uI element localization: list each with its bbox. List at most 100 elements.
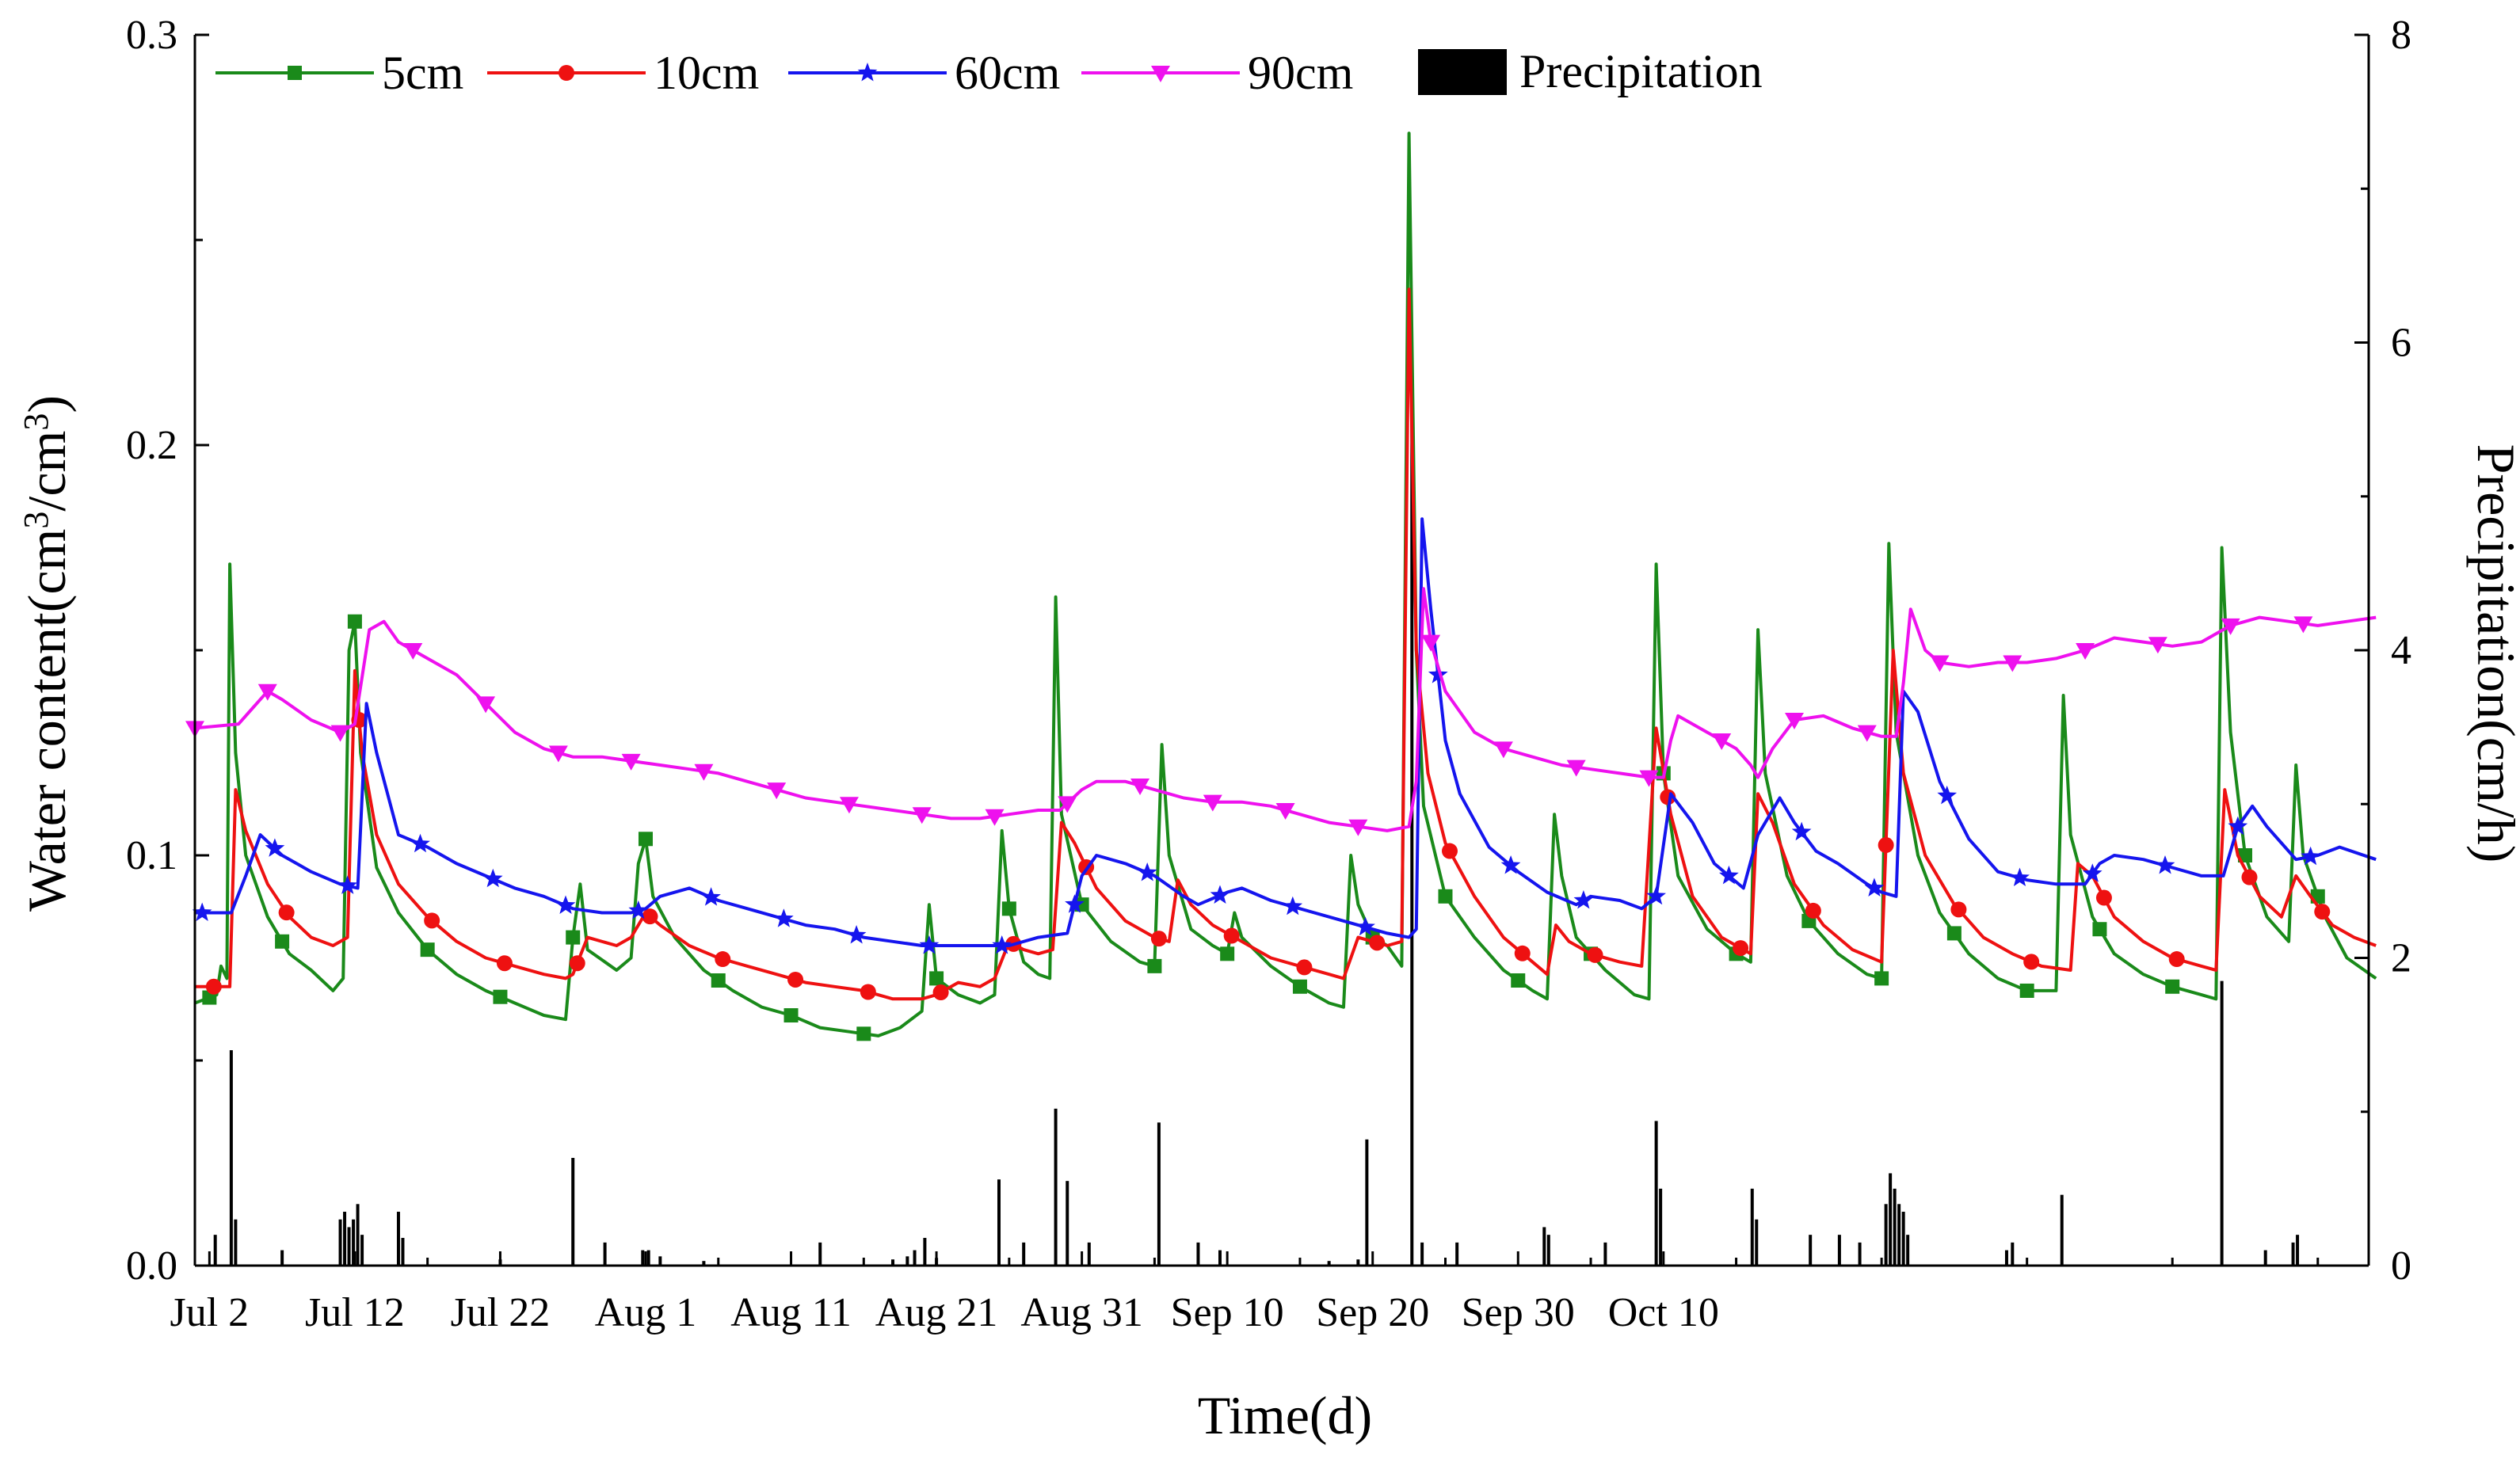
marker-star — [1791, 821, 1812, 841]
marker-triangle — [839, 797, 859, 814]
precipitation-bars — [213, 419, 2300, 1266]
precipitation-bar — [1897, 1204, 1901, 1266]
precipitation-bar — [571, 1158, 575, 1266]
legend-label: 10cm — [654, 47, 759, 99]
precipitation-bar — [234, 1219, 238, 1266]
x-tick-label: Aug 31 — [1020, 1290, 1143, 1335]
marker-triangle — [621, 753, 641, 771]
marker-circle — [1441, 843, 1458, 859]
marker-star — [1500, 855, 1521, 874]
precipitation-bar — [2296, 1235, 2300, 1266]
marker-triangle — [694, 763, 714, 781]
y-tick-label: 0.0 — [126, 1243, 177, 1289]
y2-tick-label: 6 — [2391, 321, 2411, 366]
marker-star — [1137, 862, 1157, 881]
y-tick-label: 0.3 — [126, 13, 177, 58]
y-axis-title: Water content(cm3/cm3) — [17, 395, 77, 912]
precipitation-bar — [343, 1212, 347, 1266]
precipitation-bar — [1603, 1242, 1607, 1266]
marker-triangle — [1151, 66, 1170, 82]
precipitation-bar — [347, 1227, 351, 1266]
precipitation-bar — [1837, 1235, 1841, 1266]
y2-axis-title: Precipitation(cm/h) — [2466, 444, 2520, 863]
marker-circle — [1878, 837, 1894, 854]
x-tick-label: Jul 2 — [170, 1290, 250, 1335]
marker-square — [783, 1008, 799, 1023]
precipitation-bar — [396, 1212, 400, 1266]
y2-tick-label: 0 — [2391, 1243, 2411, 1289]
marker-square — [1147, 958, 1162, 973]
marker-circle — [1369, 935, 1386, 951]
marker-star — [919, 935, 940, 954]
precipitation-bar — [1659, 1188, 1663, 1266]
marker-square — [711, 973, 726, 988]
marker-square — [347, 614, 362, 629]
marker-circle — [860, 984, 876, 1000]
legend-label: Precipitation — [1519, 45, 1763, 97]
marker-triangle — [1130, 778, 1150, 795]
precipitation-bar — [1546, 1235, 1550, 1266]
marker-triangle — [257, 683, 277, 701]
marker-star — [1210, 885, 1230, 904]
marker-triangle — [1930, 655, 1950, 672]
x-tick-label: Jul 12 — [305, 1290, 405, 1335]
marker-square — [2092, 922, 2107, 937]
marker-triangle — [2003, 655, 2022, 672]
legend-label: 5cm — [382, 47, 463, 99]
marker-circle — [1223, 927, 1240, 944]
marker-star — [774, 908, 794, 927]
marker-triangle — [2076, 643, 2095, 660]
marker-triangle — [2148, 637, 2167, 654]
precipitation-bar — [2263, 1250, 2267, 1266]
marker-triangle — [1058, 796, 1077, 813]
legend-item-5cm: 5cm — [215, 47, 463, 99]
series-90cm — [185, 587, 2377, 836]
marker-circle — [1805, 902, 1821, 919]
marker-circle — [2241, 869, 2258, 885]
marker-star — [1646, 885, 1666, 905]
marker-star — [265, 838, 285, 857]
precipitation-bar — [923, 1238, 927, 1266]
marker-circle — [1514, 945, 1531, 961]
precipitation-bar — [891, 1259, 895, 1266]
marker-square — [1511, 973, 1526, 988]
x-tick-label: Jul 22 — [451, 1290, 551, 1335]
series-line — [195, 517, 2377, 947]
x-tick-label: Sep 30 — [1462, 1290, 1575, 1335]
marker-triangle — [2221, 618, 2240, 635]
marker-star — [628, 900, 649, 919]
precipitation-bar — [641, 1250, 645, 1266]
precipitation-bar — [401, 1238, 405, 1266]
precipitation-bar — [2004, 1250, 2008, 1266]
marker-star — [482, 868, 503, 888]
y-tick-label: 0.1 — [126, 833, 177, 878]
marker-star — [1355, 916, 1375, 936]
series-10cm — [195, 287, 2377, 1001]
precipitation-bar — [1054, 1108, 1058, 1266]
legend-swatch — [1418, 49, 1507, 95]
precipitation-bar — [658, 1256, 662, 1266]
marker-circle — [1587, 946, 1603, 963]
precipitation-bar — [1410, 419, 1414, 1266]
legend-label: 60cm — [955, 47, 1060, 99]
marker-square — [638, 832, 653, 847]
legend-item-90cm: 90cm — [1081, 47, 1353, 99]
marker-circle — [424, 912, 440, 929]
x-tick-label: Oct 10 — [1608, 1290, 1719, 1335]
precipitation-bar — [1365, 1139, 1369, 1266]
legend-label: 90cm — [1248, 47, 1353, 99]
y-tick-label: 0.2 — [126, 423, 177, 468]
legend-item-Precipitation: Precipitation — [1418, 45, 1763, 97]
marker-circle — [715, 951, 731, 968]
precipitation-bar — [1356, 1259, 1360, 1266]
precipitation-bar — [338, 1219, 342, 1266]
axes-layer: 0.0 0.1 0.2 0.3 0 2 4 6 8 Jul 2 Jul 12 Jul 22 Aug 1 A… — [126, 13, 2411, 1335]
marker-star — [701, 887, 721, 906]
marker-triangle — [1857, 725, 1877, 742]
marker-square — [566, 930, 581, 945]
marker-triangle — [1275, 803, 1295, 820]
y2-tick-label: 4 — [2391, 628, 2411, 673]
precipitation-bar — [360, 1235, 364, 1266]
marker-circle — [932, 984, 949, 1001]
